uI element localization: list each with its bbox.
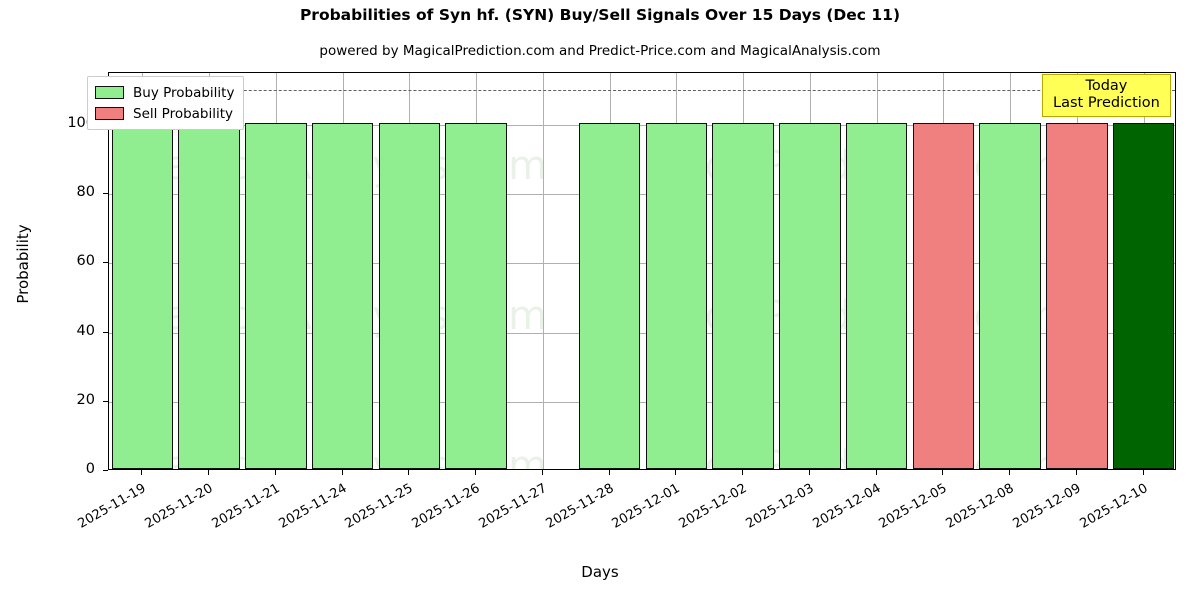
bar[interactable]: [1112, 122, 1175, 469]
x-axis-tick: [742, 470, 743, 475]
bar[interactable]: [779, 122, 841, 469]
x-axis-tick: [408, 470, 409, 475]
today-annotation-line2: Last Prediction: [1053, 95, 1160, 111]
bar[interactable]: [912, 122, 975, 469]
y-axis-tick-label: 80: [76, 184, 95, 201]
y-axis-tick-label: 40: [76, 322, 95, 339]
y-axis-tick: [103, 193, 108, 194]
bar[interactable]: [845, 122, 908, 469]
legend-item-sell: Sell Probability: [95, 103, 234, 124]
bar[interactable]: [979, 122, 1041, 469]
legend-swatch-buy: [95, 86, 124, 99]
gridline-horizontal: [109, 194, 1175, 196]
bar[interactable]: [311, 122, 374, 469]
x-axis-tick: [275, 470, 276, 475]
x-axis-tick: [942, 470, 943, 475]
x-axis-title: Days: [581, 563, 619, 581]
legend-label-sell: Sell Probability: [133, 105, 234, 122]
y-axis-tick: [103, 470, 108, 471]
x-axis-tick: [141, 470, 142, 475]
bar[interactable]: [578, 122, 641, 469]
x-axis-tick: [342, 470, 343, 475]
x-axis-tick: [208, 470, 209, 475]
x-axis-tick: [1143, 470, 1144, 475]
x-axis-tick: [475, 470, 476, 475]
legend-item-buy: Buy Probability: [95, 82, 234, 103]
x-axis-tick: [609, 470, 610, 475]
legend-swatch-sell: [95, 107, 124, 120]
chart-legend: Buy Probability Sell Probability: [87, 76, 245, 130]
y-axis-tick-label: 20: [76, 391, 95, 408]
today-annotation-line1: Today: [1085, 78, 1128, 94]
x-axis-tick: [876, 470, 877, 475]
x-axis-tick: [809, 470, 810, 475]
y-axis-tick-label: 0: [85, 461, 95, 477]
legend-label-buy: Buy Probability: [133, 84, 235, 101]
bar[interactable]: [111, 122, 174, 469]
gridline-vertical: [543, 73, 544, 469]
bar[interactable]: [1046, 122, 1108, 469]
gridline-horizontal: [109, 263, 1175, 265]
y-axis-tick-label: 60: [76, 253, 95, 270]
y-axis-tick: [103, 332, 108, 333]
bar[interactable]: [645, 122, 708, 469]
x-axis-tick: [1009, 470, 1010, 475]
bar[interactable]: [245, 122, 307, 469]
bar[interactable]: [712, 122, 774, 469]
y-axis-tick: [103, 401, 108, 402]
x-axis-tick: [1076, 470, 1077, 475]
bar[interactable]: [378, 122, 441, 469]
today-annotation: Today Last Prediction: [1042, 74, 1171, 117]
x-axis-tick: [675, 470, 676, 475]
bar[interactable]: [178, 122, 240, 469]
plot-area: MagicalAnalysis.comMagicalPrediction.com…: [108, 72, 1176, 470]
chart-subtitle: powered by MagicalPrediction.com and Pre…: [319, 43, 881, 59]
gridline-horizontal: [109, 332, 1175, 334]
chart-title: Probabilities of Syn hf. (SYN) Buy/Sell …: [299, 6, 901, 24]
gridline-horizontal: [109, 401, 1175, 403]
y-axis-tick: [103, 262, 108, 263]
gridline-horizontal: [109, 124, 1175, 126]
y-axis-tick-label: 100: [67, 114, 95, 131]
bar[interactable]: [445, 122, 507, 469]
threshold-line: [109, 90, 1175, 92]
x-axis-tick: [542, 470, 543, 475]
